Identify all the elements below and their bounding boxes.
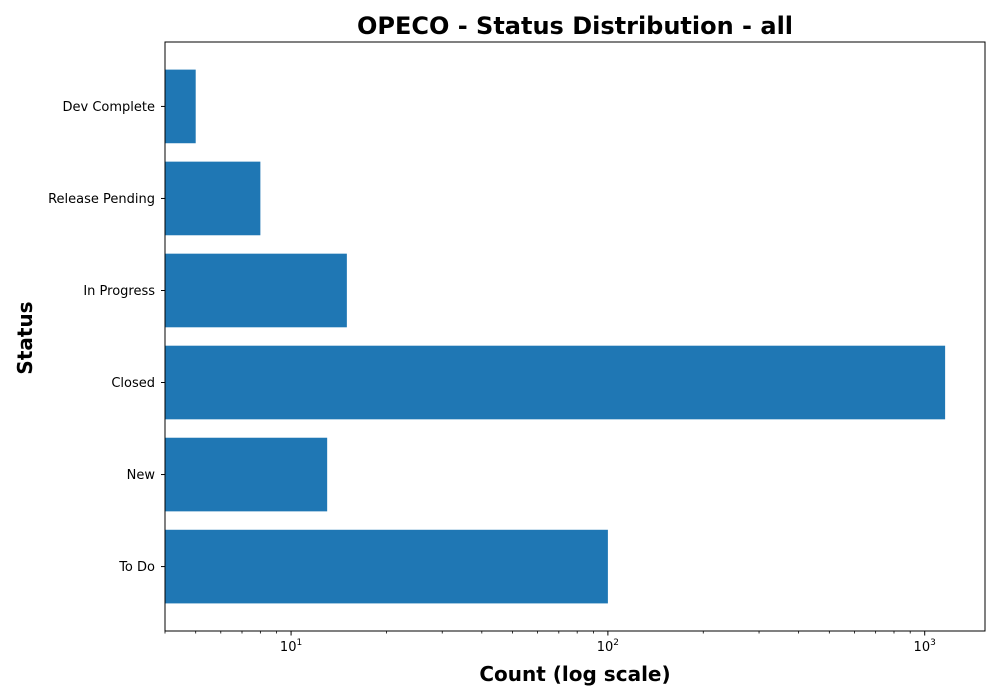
- bar-closed: [165, 345, 946, 420]
- y-tick-label: Dev Complete: [63, 100, 156, 115]
- plot-frame: [164, 41, 986, 632]
- y-tick-label: To Do: [118, 560, 155, 575]
- y-tick-label: New: [127, 468, 156, 483]
- y-tick-label: Closed: [111, 376, 155, 391]
- bar-in-progress: [165, 253, 347, 328]
- x-tick-label: 103: [914, 638, 936, 655]
- x-tick-label: 101: [280, 638, 302, 655]
- plot-area: To Do New Closed In Progress Release Pending…: [48, 41, 986, 655]
- y-axis-label: Status: [13, 301, 37, 374]
- y-tick-label: Release Pending: [48, 192, 155, 207]
- x-tick-label-base: 10: [914, 640, 931, 655]
- x-tick-label-base: 10: [280, 640, 297, 655]
- x-tick-label-exponent: 2: [613, 638, 619, 648]
- x-axis-label: Count (log scale): [479, 662, 670, 686]
- x-tick-label: 102: [597, 638, 619, 655]
- x-tick-label-exponent: 3: [930, 638, 936, 648]
- bar-dev-complete: [165, 69, 196, 144]
- bar-new: [165, 437, 328, 512]
- bar-release-pending: [165, 161, 261, 236]
- chart-title: OPECO - Status Distribution - all: [357, 12, 793, 40]
- x-tick-label-exponent: 1: [296, 638, 302, 648]
- x-tick-label-base: 10: [597, 640, 614, 655]
- bar-to-do: [165, 529, 608, 604]
- y-tick-label: In Progress: [83, 284, 155, 299]
